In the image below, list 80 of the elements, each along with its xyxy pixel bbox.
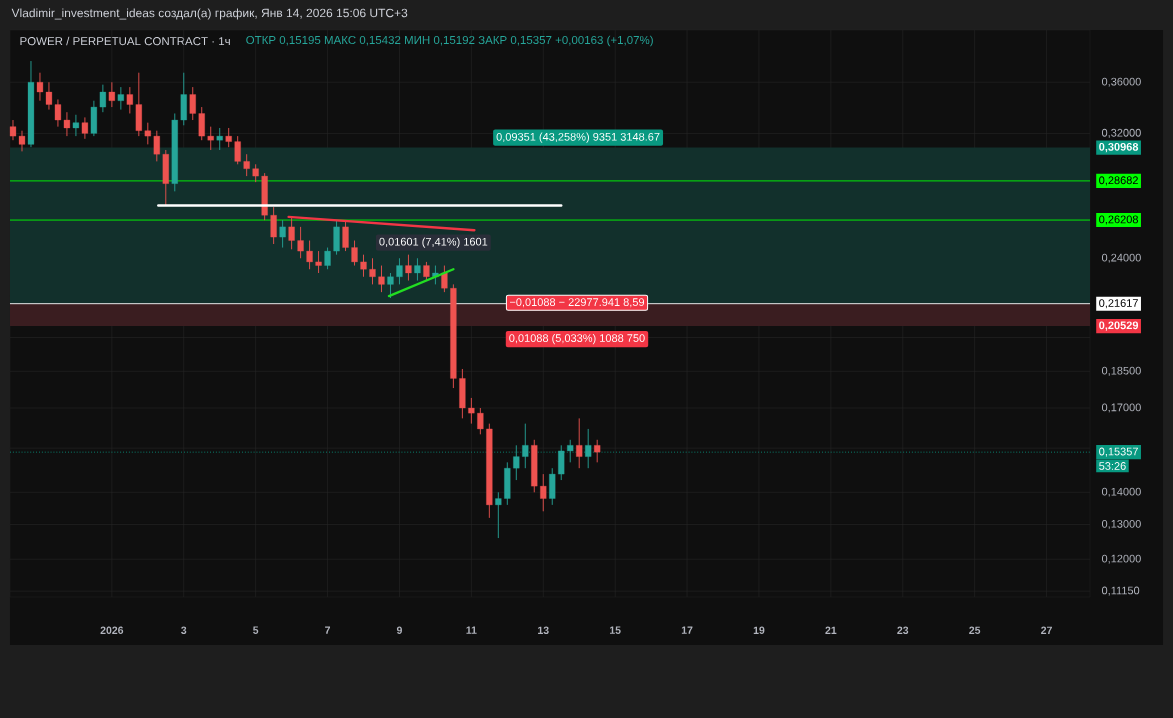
x-tick-label: 17 bbox=[681, 626, 693, 634]
candlestick bbox=[351, 240, 358, 267]
x-tick-label: 15 bbox=[609, 626, 621, 634]
y-tick-label: 0,13000 bbox=[1101, 519, 1141, 530]
band-label: 0,30968 bbox=[1099, 142, 1139, 153]
candlestick bbox=[441, 265, 448, 293]
candlestick bbox=[396, 257, 403, 285]
x-tick-label: 9 bbox=[396, 626, 402, 634]
x-tick-label: 27 bbox=[1041, 626, 1052, 634]
candlestick bbox=[288, 216, 295, 250]
candlestick bbox=[216, 127, 223, 151]
y-tick-label: 0,18500 bbox=[1101, 366, 1141, 376]
y-tick-label: 0,17000 bbox=[1101, 403, 1141, 413]
candlestick bbox=[126, 86, 133, 114]
candlestick bbox=[198, 106, 205, 141]
candlestick bbox=[234, 135, 241, 165]
candlestick bbox=[468, 397, 475, 425]
x-tick-label: 19 bbox=[753, 626, 765, 634]
candlestick bbox=[522, 423, 529, 469]
candlestick bbox=[279, 219, 286, 248]
x-tick-label: 3 bbox=[181, 626, 187, 634]
candlestick bbox=[513, 444, 520, 481]
annotation: 0,01088 (5,033%) 1088 750 bbox=[509, 333, 645, 345]
candlestick bbox=[189, 86, 196, 121]
y-tick-label: 0,24000 bbox=[1101, 253, 1141, 263]
candlestick bbox=[324, 247, 331, 270]
candlestick bbox=[108, 81, 115, 108]
band-label: 0,20529 bbox=[1099, 321, 1139, 331]
candlestick bbox=[225, 127, 232, 148]
candlestick bbox=[117, 86, 124, 111]
x-tick-label: 25 bbox=[969, 626, 981, 634]
annotation: −0,01088 − 22977.941 8,59 bbox=[509, 298, 645, 308]
chart-subtitle: POWER / PERPETUAL CONTRACT · 1ч bbox=[20, 36, 230, 46]
annotation: ОТКР 0,15195 МАКС 0,15432 МИН 0,15192 ЗАКР 0,15357 +0,00163 (+1,07%) bbox=[246, 35, 653, 47]
candlestick bbox=[594, 439, 601, 463]
ref-line-label: 0,26208 bbox=[1099, 215, 1138, 225]
candlestick bbox=[270, 206, 277, 245]
ref-line-label: 0,21617 bbox=[1099, 299, 1138, 309]
candlestick bbox=[414, 257, 421, 281]
candlestick bbox=[360, 254, 367, 278]
x-tick-label: 23 bbox=[897, 626, 909, 634]
candlestick bbox=[477, 407, 484, 435]
text: 53:26 bbox=[1099, 462, 1126, 470]
candlestick bbox=[315, 250, 322, 274]
x-tick-label: 21 bbox=[825, 626, 837, 634]
candlestick bbox=[495, 491, 502, 539]
candlestick bbox=[342, 219, 349, 252]
candlestick bbox=[243, 153, 250, 177]
y-tick-label: 0,32000 bbox=[1101, 128, 1141, 138]
x-tick-label: 5 bbox=[253, 626, 259, 634]
candlestick bbox=[144, 122, 151, 145]
candlestick bbox=[423, 261, 430, 281]
candlestick bbox=[153, 130, 160, 162]
ref-line-label: 0,28682 bbox=[1099, 176, 1138, 186]
x-tick-label: 11 bbox=[466, 626, 477, 634]
x-tick-label: 2026 bbox=[100, 626, 124, 634]
candlestick bbox=[378, 265, 385, 293]
candlestick bbox=[72, 114, 80, 137]
annotation: 0,01601 (7,41%) 1601 bbox=[379, 237, 488, 248]
candlestick bbox=[567, 439, 574, 463]
y-tick-label: 0,12000 bbox=[1101, 554, 1141, 564]
candlestick bbox=[306, 240, 313, 270]
candlestick bbox=[585, 428, 592, 469]
candlestick bbox=[369, 257, 376, 285]
candlestick bbox=[576, 417, 583, 469]
candlestick bbox=[81, 116, 89, 140]
x-tick-label: 13 bbox=[538, 626, 549, 634]
candlestick bbox=[297, 226, 304, 259]
candlestick bbox=[540, 473, 547, 512]
y-tick-label: 0,36000 bbox=[1101, 77, 1141, 87]
candlestick bbox=[387, 272, 394, 299]
y-tick-label: 0,14000 bbox=[1101, 487, 1141, 497]
y-tick-label: 0,11150 bbox=[1101, 586, 1140, 596]
x-tick-label: 7 bbox=[325, 626, 331, 634]
annotation: 0,09351 (43,258%) 9351 3148.67 bbox=[496, 132, 660, 143]
candlestick bbox=[405, 254, 412, 281]
chart-title: Vladimir_investment_ideas создал(а) график, Янв 14, 2026 15:06 UTC+3 bbox=[11, 8, 408, 20]
candlestick bbox=[207, 126, 214, 151]
ref-line-label: 0,15357 bbox=[1099, 447, 1138, 457]
candlestick bbox=[558, 444, 565, 481]
